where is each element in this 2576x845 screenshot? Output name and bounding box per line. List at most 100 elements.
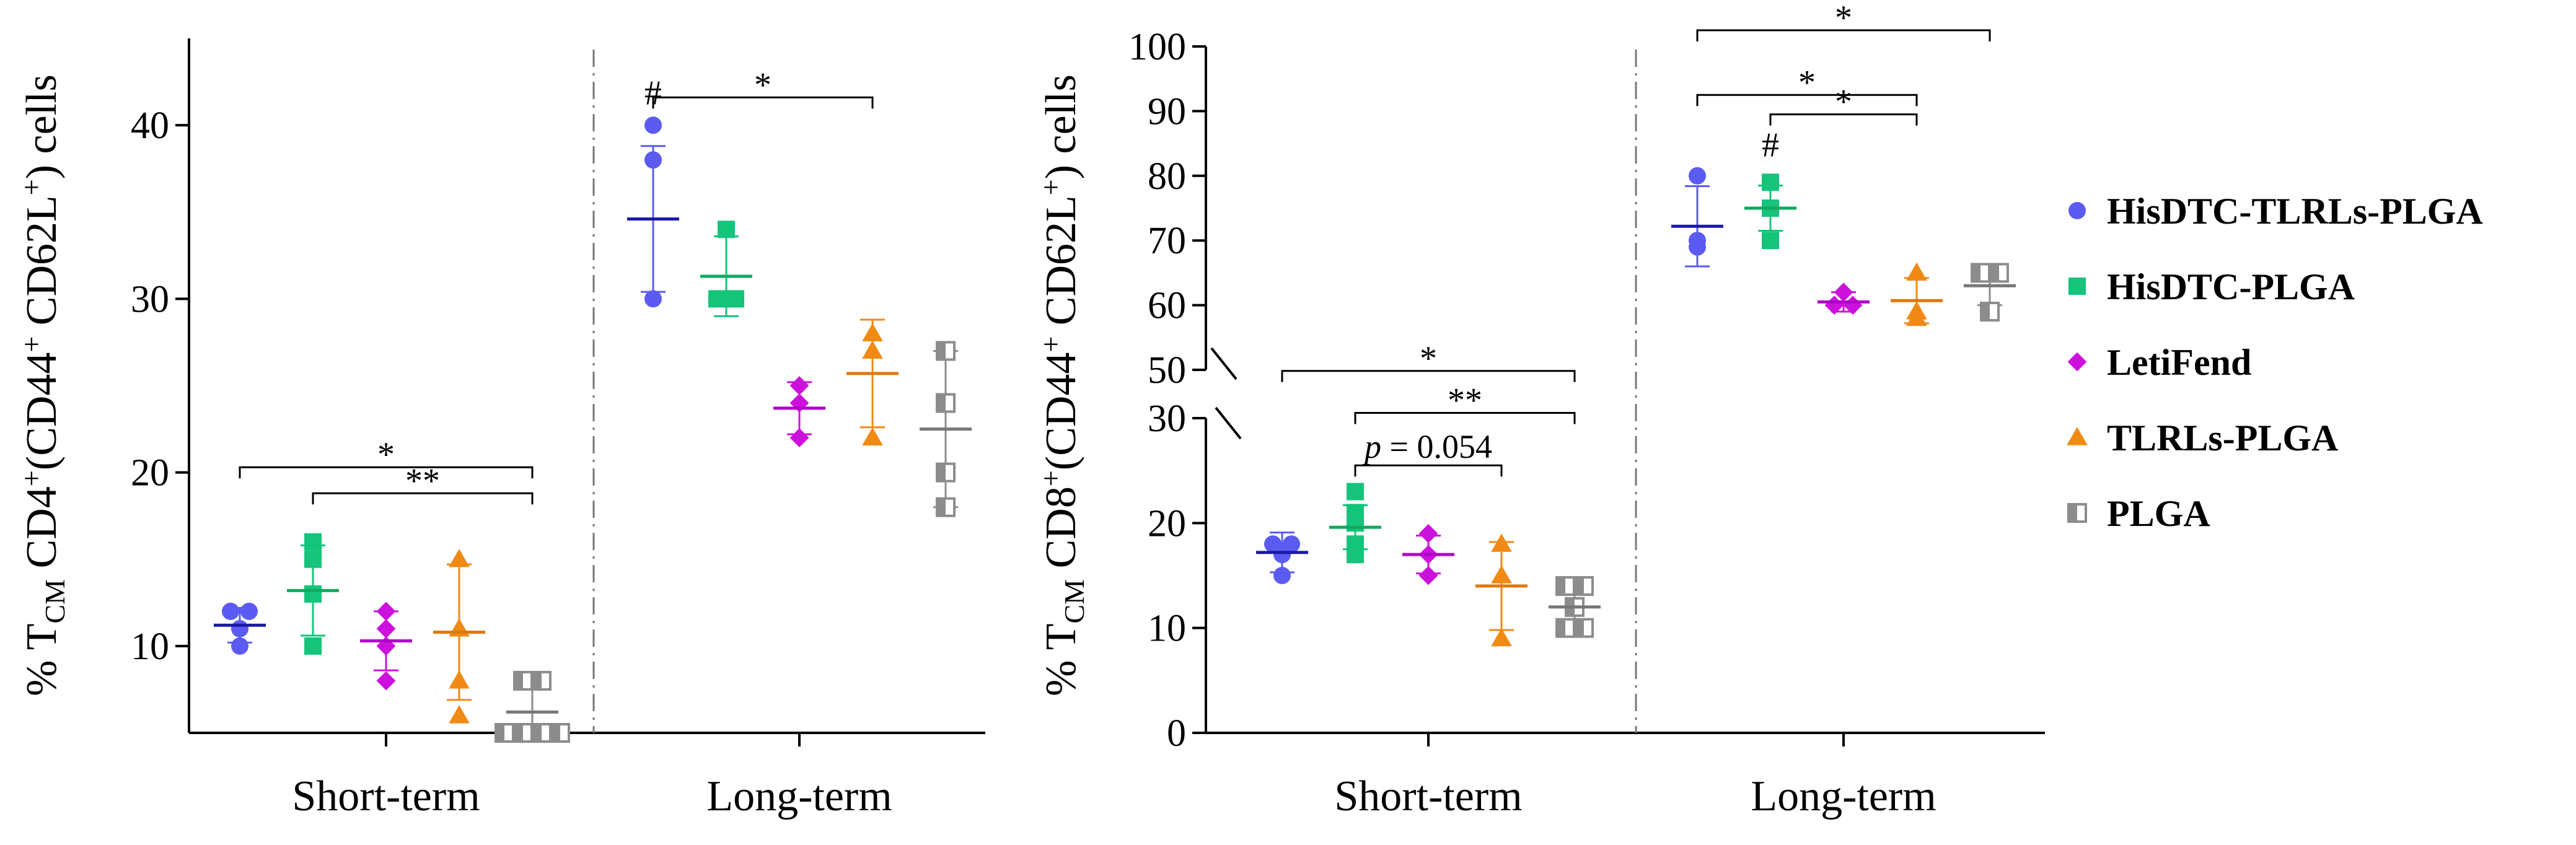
data-point	[862, 323, 883, 342]
data-point	[1689, 167, 1706, 185]
group-4-long	[1964, 263, 2016, 322]
data-point	[231, 620, 248, 637]
y-axis-label-pre: % T	[18, 624, 66, 696]
data-point	[513, 670, 533, 691]
y-tick-label: 0	[1167, 712, 1186, 755]
y-axis-label-post: ) cells	[1037, 74, 1085, 179]
data-point-fill	[514, 672, 523, 690]
y-axis-label-mid1: CD8	[1037, 486, 1085, 579]
legend-item: HisDTC-TLRLs-PLGA	[2068, 191, 2483, 232]
data-point	[550, 723, 570, 743]
group-1-long	[700, 221, 752, 317]
data-point	[644, 116, 662, 134]
data-point-shape	[449, 670, 470, 689]
data-point	[304, 533, 322, 551]
data-point-shape	[789, 428, 809, 447]
data-point-shape	[727, 290, 744, 308]
bracket-line	[312, 492, 534, 505]
y-axis-label-pre: % T	[1037, 624, 1085, 696]
legend-marker-shape	[2068, 278, 2086, 295]
y-tick-label: 100	[1128, 26, 1186, 68]
significance-bracket: *	[1696, 63, 1918, 107]
data-point-shape	[1491, 533, 1512, 552]
y-tick-label: 50	[1148, 349, 1186, 392]
y-axis-label-mid2: (CD44	[18, 352, 66, 471]
data-point-shape	[449, 548, 470, 567]
data-point	[449, 618, 470, 637]
data-point	[1574, 618, 1594, 638]
data-point-shape	[1689, 167, 1706, 185]
data-point-fill	[1557, 577, 1565, 595]
significance-bracket: *	[652, 66, 874, 109]
y-axis-label-post: ) cells	[18, 74, 66, 179]
x-category-label: Long-term	[706, 773, 892, 820]
data-point-shape	[1418, 566, 1438, 585]
data-point	[304, 585, 322, 603]
data-point-fill	[496, 724, 504, 742]
data-point-shape	[376, 671, 396, 691]
data-point	[449, 548, 470, 567]
data-point	[936, 497, 956, 517]
significance-bracket: **	[1354, 382, 1576, 424]
data-point-fill	[1575, 619, 1584, 637]
data-point	[1689, 238, 1706, 256]
hash-marker: #	[644, 74, 662, 112]
data-point	[1273, 567, 1291, 584]
legend-item: HisDTC-PLGA	[2068, 266, 2355, 307]
bracket-line	[1696, 29, 1991, 42]
significance-bracket: **	[312, 462, 534, 505]
significance-bracket: *	[1769, 83, 1918, 126]
legend-label: HisDTC-PLGA	[2107, 266, 2355, 307]
data-point-shape	[1834, 282, 1853, 302]
data-point	[1491, 533, 1512, 552]
group-1-long	[1744, 173, 1796, 250]
data-point	[1762, 173, 1779, 191]
data-point-fill	[1575, 577, 1584, 595]
group-0-long	[1671, 167, 1723, 268]
data-point	[1555, 618, 1575, 638]
group-3-short	[433, 548, 485, 724]
data-point-shape	[862, 323, 883, 342]
group-2-short	[1402, 523, 1454, 585]
data-point	[1555, 576, 1575, 596]
bracket-line	[1696, 94, 1918, 107]
y-tick-label: 20	[1148, 502, 1186, 545]
y-axis-label: % TCM CD8+(CD44+ CD62L+) cells	[1035, 74, 1090, 696]
data-point	[718, 221, 735, 239]
y-axis-label-sub1: CM	[39, 579, 71, 624]
y-tick-label: 30	[1148, 398, 1186, 440]
data-point	[708, 290, 726, 308]
group-3-short	[1475, 533, 1528, 647]
legend: HisDTC-TLRLs-PLGA HisDTC-PLGA LetiFend TLRL…	[2067, 191, 2483, 534]
y-axis-label-sup3: +	[1035, 179, 1066, 195]
legend-marker	[2068, 278, 2086, 295]
legend-item: LetiFend	[2067, 342, 2251, 383]
data-point	[1347, 483, 1364, 501]
data-point	[240, 602, 258, 620]
significance-label: *	[754, 66, 771, 104]
group-3-long	[1891, 262, 1943, 326]
data-point-fill	[1557, 619, 1565, 637]
data-point	[376, 619, 396, 639]
data-point-fill	[1972, 264, 1980, 282]
data-point-shape	[862, 340, 883, 359]
data-point	[936, 341, 956, 361]
p-symbol: p	[1362, 428, 1381, 465]
y-axis-label-sup1: +	[1035, 470, 1066, 486]
y-tick-label: 10	[1148, 608, 1186, 650]
data-point-shape	[644, 290, 662, 308]
axis-break-mark-lower	[1215, 406, 1242, 440]
y-tick-label: 10	[131, 626, 169, 668]
group-4-short	[495, 670, 570, 743]
group-2-short	[360, 602, 412, 691]
significance-bracket: *	[239, 436, 534, 479]
data-point-shape	[449, 705, 470, 724]
group-2-long	[773, 376, 825, 447]
data-point-shape	[789, 376, 809, 395]
data-point-fill	[552, 724, 560, 742]
y-tick-label: 20	[131, 452, 169, 494]
data-point-shape	[1347, 546, 1364, 564]
y-axis-label: % TCM CD4+(CD44+ CD62L+) cells	[15, 74, 71, 696]
x-category-label: Short-term	[1334, 773, 1522, 820]
data-point	[304, 637, 322, 655]
